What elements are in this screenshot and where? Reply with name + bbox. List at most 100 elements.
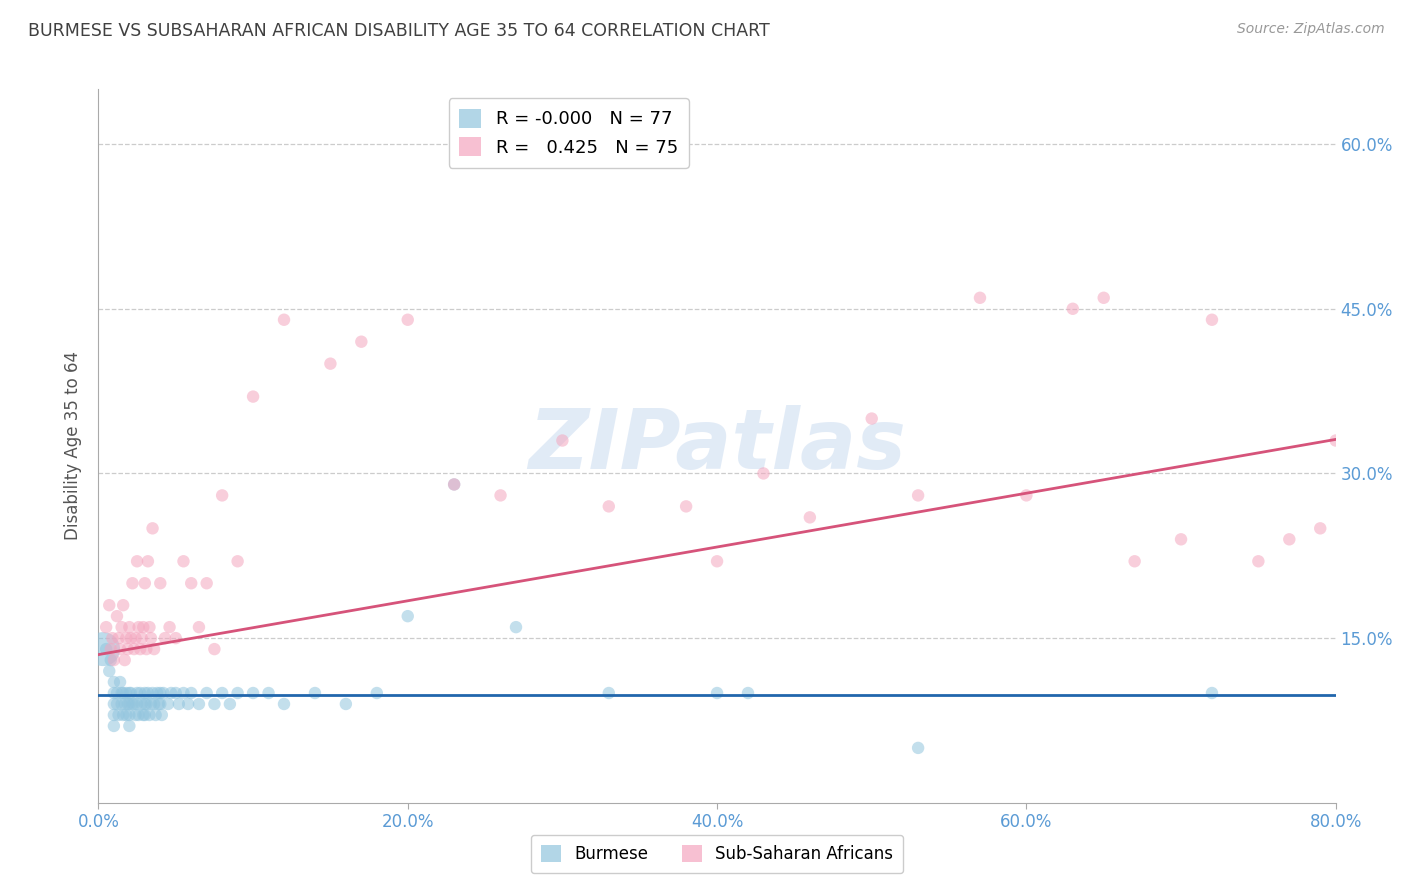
Point xyxy=(204,642,226,657)
Point xyxy=(211,686,233,700)
Point xyxy=(195,686,218,700)
Point xyxy=(127,697,149,711)
Point xyxy=(134,697,156,711)
Point xyxy=(335,697,357,711)
Point xyxy=(304,686,326,700)
Point xyxy=(242,686,264,700)
Point xyxy=(115,631,138,645)
Point xyxy=(551,434,574,448)
Point xyxy=(122,697,145,711)
Point xyxy=(127,686,149,700)
Point xyxy=(138,620,160,634)
Point xyxy=(598,500,620,514)
Point xyxy=(120,631,142,645)
Point xyxy=(142,686,165,700)
Point xyxy=(115,708,138,723)
Point xyxy=(706,554,728,568)
Point xyxy=(706,686,728,700)
Point xyxy=(100,642,122,657)
Point xyxy=(129,686,152,700)
Point xyxy=(1201,312,1223,326)
Point xyxy=(1062,301,1084,316)
Point xyxy=(112,708,135,723)
Point xyxy=(98,598,121,612)
Point xyxy=(145,708,167,723)
Point xyxy=(148,697,170,711)
Point xyxy=(112,598,135,612)
Point xyxy=(139,631,162,645)
Point xyxy=(124,708,146,723)
Point xyxy=(134,576,156,591)
Point xyxy=(114,697,136,711)
Point xyxy=(1355,554,1378,568)
Point xyxy=(150,708,173,723)
Point xyxy=(107,708,129,723)
Point xyxy=(152,686,174,700)
Point xyxy=(118,686,141,700)
Point xyxy=(127,554,149,568)
Point xyxy=(799,510,821,524)
Point xyxy=(146,686,169,700)
Point xyxy=(752,467,775,481)
Point xyxy=(134,708,156,723)
Point xyxy=(443,477,465,491)
Point xyxy=(121,576,143,591)
Point xyxy=(1309,521,1331,535)
Point xyxy=(242,390,264,404)
Point xyxy=(860,411,883,425)
Point xyxy=(117,642,139,657)
Point xyxy=(1386,533,1406,547)
Point xyxy=(180,576,202,591)
Point xyxy=(136,554,159,568)
Point xyxy=(907,740,929,755)
Point xyxy=(105,686,128,700)
Point xyxy=(1170,533,1192,547)
Point xyxy=(143,642,166,657)
Point xyxy=(143,697,166,711)
Point xyxy=(226,686,249,700)
Point xyxy=(118,719,141,733)
Point xyxy=(117,697,139,711)
Point xyxy=(1278,533,1301,547)
Legend: Burmese, Sub-Saharan Africans: Burmese, Sub-Saharan Africans xyxy=(531,835,903,873)
Point xyxy=(1123,554,1146,568)
Point xyxy=(273,312,295,326)
Point xyxy=(350,334,373,349)
Point xyxy=(138,708,160,723)
Point xyxy=(121,697,143,711)
Point xyxy=(114,653,136,667)
Point xyxy=(135,697,157,711)
Point xyxy=(118,620,141,634)
Point xyxy=(159,620,181,634)
Point xyxy=(134,686,156,700)
Point xyxy=(396,609,419,624)
Point xyxy=(135,642,157,657)
Point xyxy=(319,357,342,371)
Point xyxy=(1324,434,1347,448)
Point xyxy=(219,697,242,711)
Point xyxy=(273,697,295,711)
Point xyxy=(129,642,152,657)
Point xyxy=(257,686,280,700)
Point xyxy=(103,653,125,667)
Point xyxy=(111,686,134,700)
Point xyxy=(969,291,991,305)
Point xyxy=(103,675,125,690)
Y-axis label: Disability Age 35 to 64: Disability Age 35 to 64 xyxy=(65,351,83,541)
Point xyxy=(188,697,211,711)
Point xyxy=(105,697,128,711)
Point xyxy=(160,686,183,700)
Point xyxy=(103,708,125,723)
Point xyxy=(132,708,155,723)
Point xyxy=(211,488,233,502)
Point xyxy=(96,642,118,657)
Text: ZIPatlas: ZIPatlas xyxy=(529,406,905,486)
Point xyxy=(505,620,527,634)
Point xyxy=(396,312,419,326)
Point xyxy=(675,500,697,514)
Point xyxy=(173,686,195,700)
Point xyxy=(118,697,141,711)
Point xyxy=(204,697,226,711)
Point xyxy=(100,653,122,667)
Point xyxy=(105,609,128,624)
